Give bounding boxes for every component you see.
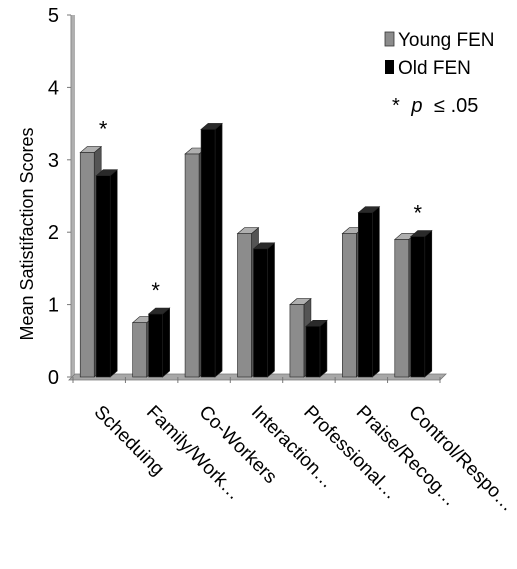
- y-tick-label: 2: [48, 222, 59, 244]
- y-tick-label: 5: [48, 5, 59, 27]
- x-tick-label: Family/Work…: [142, 402, 245, 505]
- y-axis-wall: [71, 15, 75, 378]
- chart-legend: Young FEN Old FEN: [384, 30, 494, 79]
- bar-old: [409, 229, 433, 378]
- significance-note-threshold: ≤ .05: [434, 95, 478, 117]
- y-axis-label: Mean Satistifaction Scores: [17, 127, 37, 340]
- bar-old: [357, 205, 381, 378]
- significance-note-p: p: [410, 95, 422, 117]
- y-tick-label: 0: [48, 367, 59, 389]
- legend-label-old: Old FEN: [398, 58, 471, 79]
- significance-markers: * * *: [99, 117, 423, 303]
- legend-swatch-young: [384, 31, 395, 47]
- y-tick-label: 3: [48, 150, 59, 172]
- category-labels: ScheduingFamily/Work…Co-WorkersInteracti…: [90, 402, 517, 516]
- significance-star: *: [151, 278, 160, 303]
- bar-old: [305, 319, 328, 378]
- bar-old: [147, 307, 171, 378]
- bar-old: [252, 242, 276, 378]
- legend-swatch-old: [385, 60, 394, 74]
- bar-old: [200, 122, 223, 378]
- bar-old: [95, 169, 119, 378]
- x-tick-label: Professional…: [299, 402, 401, 504]
- y-tick-label: 4: [48, 77, 59, 99]
- significance-note-star: *: [392, 95, 400, 117]
- significance-note: * p ≤ .05: [392, 95, 478, 117]
- significance-star: *: [99, 117, 108, 142]
- legend-label-young: Young FEN: [398, 30, 494, 51]
- chart-bars: [79, 122, 433, 378]
- y-tick-label: 1: [48, 295, 59, 317]
- y-tick-labels: 0 1 2 3 4 5: [48, 5, 71, 389]
- significance-star: *: [414, 201, 423, 226]
